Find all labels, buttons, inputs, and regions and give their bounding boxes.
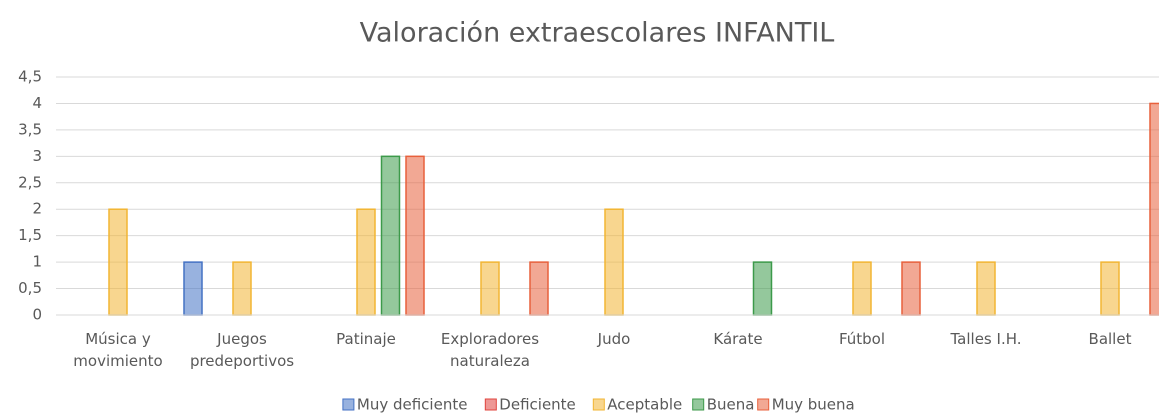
y-tick-label: 0 (32, 306, 42, 324)
bar (183, 261, 203, 316)
legend-label: Muy deficiente (357, 396, 468, 413)
bar (529, 261, 549, 316)
chart-title: Valoración extraescolares INFANTIL (360, 18, 835, 49)
legend-swatch (592, 398, 605, 411)
x-tick-label: Exploradores naturaleza (441, 330, 539, 370)
legend-swatch (342, 398, 355, 411)
legend-label: Muy buena (772, 396, 855, 413)
bar (852, 261, 872, 316)
y-tick-label: 2,5 (18, 173, 42, 191)
y-tick-label: 3,5 (18, 120, 42, 138)
bar (901, 261, 921, 316)
x-tick-label: Kárate (713, 330, 762, 348)
bar (604, 208, 624, 316)
x-tick-label: Música y movimiento (73, 330, 162, 370)
x-tick-label: Juegos predeportivos (190, 330, 294, 370)
y-tick-label: 2 (32, 200, 42, 218)
y-tick-label: 4 (32, 94, 42, 112)
bar (976, 261, 996, 316)
bar (752, 261, 773, 316)
bar (356, 208, 376, 316)
legend-label: Buena (707, 396, 755, 413)
y-tick-label: 3 (32, 147, 42, 165)
y-tick-label: 0,5 (18, 279, 42, 297)
legend-swatch (692, 398, 705, 411)
bar (480, 261, 500, 316)
y-tick-label: 4,5 (18, 68, 42, 86)
x-tick-label: Ballet (1089, 330, 1132, 348)
x-tick-label: Fútbol (839, 330, 885, 348)
y-tick-label: 1,5 (18, 226, 42, 244)
legend-label: Deficiente (499, 396, 576, 413)
x-tick-label: Judo (597, 330, 631, 348)
x-tick-label: Patinaje (336, 330, 396, 348)
legend-label: Aceptable (607, 396, 682, 413)
y-tick-label: 1 (32, 253, 42, 271)
x-tick-label: Talles I.H. (950, 330, 1022, 348)
bar (1149, 102, 1159, 316)
bar (108, 208, 128, 316)
bar (380, 155, 401, 316)
bar (405, 155, 425, 316)
bar (1100, 261, 1120, 316)
legend-swatch (484, 398, 497, 411)
bar (232, 261, 252, 316)
legend-swatch (757, 398, 770, 411)
